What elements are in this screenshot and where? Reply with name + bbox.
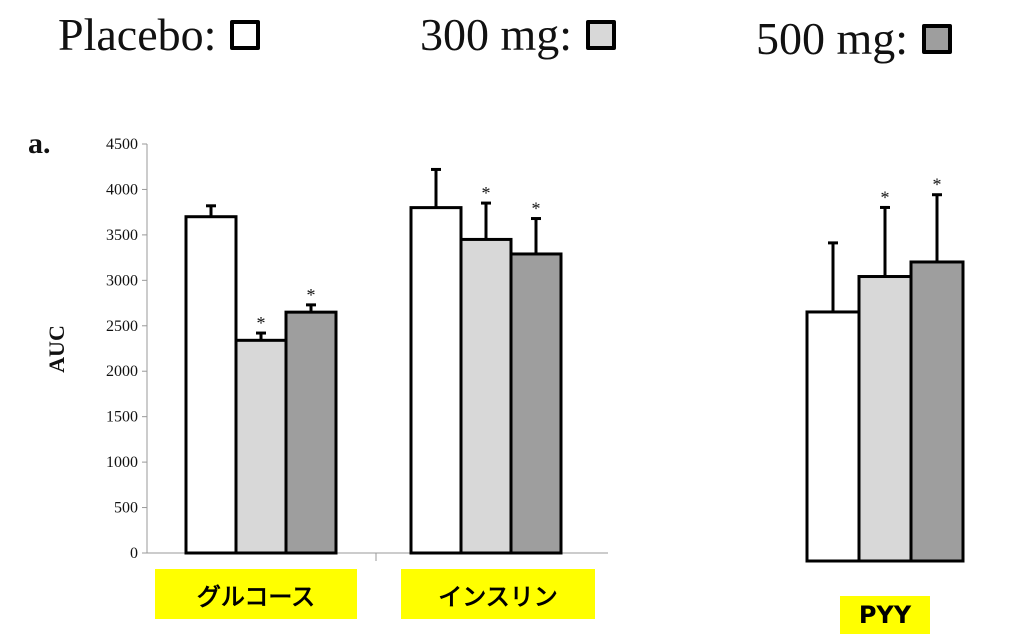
bar [805,310,861,563]
bar [459,237,513,555]
bar [409,206,463,555]
bar [284,310,338,555]
significance-star: * [482,183,491,203]
y-tick-label: 3500 [106,227,138,244]
bar [857,275,913,563]
y-tick-label: 2000 [106,363,138,380]
group-label-glucose: グルコース [155,569,357,619]
legend-item-500mg: 500 mg: [756,12,953,65]
y-tick-label: 1500 [106,409,138,426]
y-axis-label: AUC [44,325,69,373]
y-tick-label: 0 [130,545,138,562]
panel-letter: a. [28,127,51,160]
legend-item-placebo: Placebo: [58,8,261,61]
significance-star: * [307,285,316,305]
y-tick-label: 2500 [106,318,138,335]
y-tick-label: 4000 [106,181,138,198]
chart-axes: 0 500 1000 1500 2000 2500 3000 3500 4000 4500 [106,136,608,562]
chart-bars: * * * * * * [184,167,965,563]
legend-swatch-placebo [230,19,261,50]
bar [909,260,965,563]
legend-label-placebo: Placebo: [58,9,217,60]
y-tick-label: 500 [114,500,138,517]
significance-star: * [532,199,541,219]
legend-label-300mg: 300 mg: [420,9,573,60]
legend-swatch-500mg [922,23,953,54]
legend-item-300mg: 300 mg: [420,8,617,61]
bar [234,338,288,555]
y-tick-label: 3000 [106,272,138,289]
significance-star: * [257,313,266,333]
legend-label-500mg: 500 mg: [756,13,909,64]
significance-star: * [933,175,942,195]
y-tick-label: 4500 [106,136,138,153]
bar [184,215,238,555]
group-label-insulin: インスリン [401,569,595,619]
bar [509,252,563,555]
y-tick-label: 1000 [106,454,138,471]
group-label-pyy: PYY [840,596,930,634]
significance-star: * [881,187,890,207]
legend-swatch-300mg [586,19,617,50]
